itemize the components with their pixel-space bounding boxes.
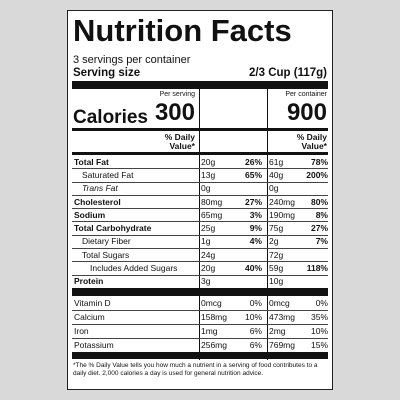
- amount: 769mg: [269, 340, 295, 350]
- amount: 75g: [269, 223, 284, 234]
- amount: 10g: [269, 276, 284, 287]
- daily-value: 6%: [249, 326, 262, 336]
- amount: 0g: [201, 183, 211, 194]
- nutrient-name: Trans Fat: [82, 183, 118, 194]
- nutrient-name: Vitamin D: [74, 298, 111, 308]
- daily-value: 78%: [310, 156, 328, 167]
- calories-label: Calories: [73, 107, 148, 128]
- amount: 24g: [201, 249, 216, 260]
- amount: 59g: [269, 263, 284, 274]
- daily-value: 118%: [306, 263, 328, 274]
- nutrient-row: Protein 3g 10g: [72, 275, 328, 288]
- amount: 2g: [269, 236, 279, 247]
- nutrient-row: Total Carbohydrate 25g 9% 75g 27%: [72, 222, 328, 236]
- amount: 1mg: [201, 326, 218, 336]
- nutrient-name: Calcium: [74, 312, 105, 322]
- daily-value: 26%: [244, 156, 262, 167]
- title: Nutrition Facts: [73, 13, 292, 48]
- daily-value: 9%: [249, 223, 262, 234]
- amount: 158mg: [201, 312, 227, 322]
- serving-size-value: 2/3 Cup (117g): [249, 67, 327, 79]
- servings: 3 servings per container: [73, 54, 191, 66]
- daily-value: 40%: [244, 263, 262, 274]
- daily-value: 6%: [249, 340, 262, 350]
- daily-value: 10%: [244, 312, 262, 322]
- nutrient-name: Iron: [74, 326, 89, 336]
- nutrient-name: Total Fat: [74, 156, 109, 167]
- amount: 25g: [201, 223, 216, 234]
- daily-value: 35%: [310, 312, 328, 322]
- amount: 3g: [201, 276, 211, 287]
- nutrient-name: Cholesterol: [74, 196, 121, 207]
- calories-value: 300: [154, 99, 195, 126]
- nutrient-row: Cholesterol 80mg 27% 240mg 80%: [72, 195, 328, 210]
- nutrient-name: Total Carbohydrate: [74, 223, 152, 234]
- amount: 473mg: [269, 312, 295, 322]
- amount: 65mg: [201, 209, 223, 220]
- amount: 2mg: [269, 326, 286, 336]
- nutrient-name: Includes Added Sugars: [90, 263, 178, 274]
- amount: 72g: [269, 249, 284, 260]
- nutrient-row: Total Fat 20g 26% 61g 78%: [72, 155, 328, 170]
- nutrient-name: Protein: [74, 276, 104, 287]
- nutrient-row: Includes Added Sugars 20g 40% 59g 118%: [72, 261, 328, 276]
- nutrient-row: Sodium 65mg 3% 190mg 8%: [72, 208, 328, 223]
- daily-value: 0%: [315, 298, 328, 308]
- amount: 40g: [269, 169, 284, 180]
- daily-value: 80%: [310, 196, 328, 207]
- column-rule: [267, 89, 268, 360]
- medium-rule: [72, 152, 328, 155]
- nutrient-row: Saturated Fat 13g 65% 40g 200%: [72, 168, 328, 183]
- nutrient-name: Dietary Fiber: [82, 236, 131, 247]
- daily-value: 15%: [310, 340, 328, 350]
- amount: 240mg: [269, 196, 295, 207]
- daily-value: 200%: [306, 169, 328, 180]
- amount: 61g: [269, 156, 284, 167]
- daily-value: 10%: [310, 326, 328, 336]
- daily-value: 4%: [249, 236, 262, 247]
- calories-value: 900: [286, 99, 327, 126]
- amount: 256mg: [201, 340, 227, 350]
- nutrient-row: Dietary Fiber 1g 4% 2g 7%: [72, 235, 328, 250]
- footnote: *The % Daily Value tells you how much a …: [73, 362, 318, 377]
- nutrient-name: Total Sugars: [82, 249, 130, 260]
- amount: 20g: [201, 156, 216, 167]
- nutrient-row: Iron 1mg 6% 2mg 10%: [72, 324, 328, 339]
- nutrition-label: Nutrition Facts 3 servings per container…: [67, 10, 333, 390]
- daily-value: 7%: [315, 236, 328, 247]
- amount: 0g: [269, 183, 279, 194]
- column-header: Per serving: [159, 91, 195, 98]
- amount: 0mcg: [201, 298, 222, 308]
- medium-rule: [72, 128, 328, 131]
- nutrient-name: Sodium: [74, 209, 106, 220]
- thick-rule: [72, 352, 328, 359]
- thick-rule: [72, 81, 328, 89]
- daily-value: 27%: [244, 196, 262, 207]
- nutrient-name: Potassium: [74, 340, 114, 350]
- nutrient-row: Total Sugars 24g 72g: [72, 248, 328, 263]
- dv-header: % Daily Value*: [296, 132, 327, 151]
- daily-value: 3%: [249, 209, 262, 220]
- nutrient-row: Calcium 158mg 10% 473mg 35%: [72, 310, 328, 325]
- thick-rule: [72, 288, 328, 296]
- amount: 20g: [201, 263, 216, 274]
- column-rule: [199, 89, 200, 360]
- column-header: Per container: [285, 91, 327, 98]
- dv-header: % Daily Value*: [164, 132, 195, 151]
- amount: 80mg: [201, 196, 223, 207]
- amount: 13g: [201, 169, 216, 180]
- nutrient-row: Vitamin D 0mcg 0% 0mcg 0%: [72, 296, 328, 311]
- daily-value: 8%: [315, 209, 328, 220]
- daily-value: 65%: [244, 169, 262, 180]
- amount: 1g: [201, 236, 211, 247]
- nutrient-row: Potassium 256mg 6% 769mg 15%: [72, 338, 328, 352]
- amount: 0mcg: [269, 298, 290, 308]
- daily-value: 27%: [310, 223, 328, 234]
- serving-size-label: Serving size: [73, 67, 141, 79]
- daily-value: 0%: [249, 298, 262, 308]
- amount: 190mg: [269, 209, 295, 220]
- nutrient-name: Saturated Fat: [82, 169, 134, 180]
- nutrient-row: Trans Fat 0g 0g: [72, 182, 328, 196]
